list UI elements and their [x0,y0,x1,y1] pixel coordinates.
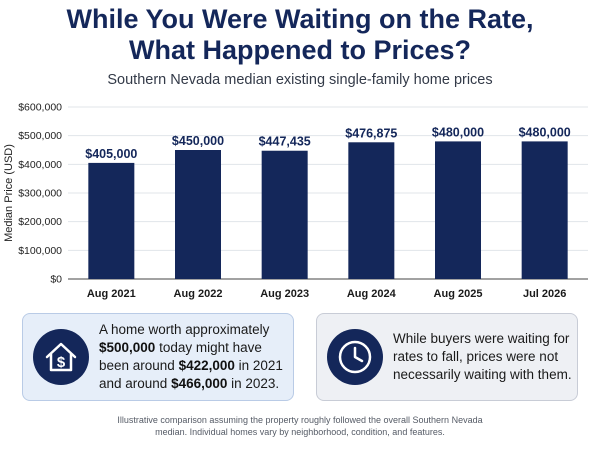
bar-value-label: $480,000 [519,125,571,139]
bar [521,141,568,279]
price-2021: $422,000 [178,358,235,373]
svg-text:$: $ [57,354,66,371]
y-tick-label: $200,000 [18,216,62,228]
bar [348,142,395,279]
card-text-part: in 2023. [227,376,280,391]
title-line-2: What Happened to Prices? [128,35,472,65]
card-text-part: in 2021 and around [99,358,283,391]
bar-value-label: $480,000 [432,125,484,139]
bar [435,141,481,279]
bar-value-label: $476,875 [345,126,397,140]
x-tick-label: Aug 2021 [87,288,136,300]
card-text-part: today might have been around [99,340,262,373]
footnote-line-2: median. Individual homes vary by neighbo… [155,427,445,437]
house-dollar-icon: $ [33,329,89,385]
footnote: Illustrative comparison assuming the pro… [0,414,600,438]
bars: $405,000 $450,000 $447,435 $476,875 $480,000… [85,125,571,279]
y-tick-label: $500,000 [18,130,62,142]
y-axis: $0 $100,000 $200,000 $300,000 $400,000 $500,0… [18,102,62,286]
chart-title: While You Were Waiting on the Rate, What… [0,4,600,66]
title-line-1: While You Were Waiting on the Rate, [66,4,534,34]
price-comparison-text: A home worth approximately $500,000 toda… [99,321,293,393]
grid [68,106,588,280]
y-tick-label: $600,000 [18,102,62,114]
bar-chart: $0 $100,000 $200,000 $300,000 $400,000 $500,0… [3,102,588,300]
waiting-note-text: While buyers were waiting for rates to f… [393,331,572,382]
x-tick-label: Aug 2024 [347,288,397,300]
x-tick-label: Jul 2026 [523,288,566,300]
bar-value-label: $447,435 [259,135,311,149]
footnote-line-1: Illustrative comparison assuming the pro… [117,415,483,425]
waiting-note-card: While buyers were waiting for rates to f… [316,313,578,401]
price-comparison-card: $ A home worth approximately $500,000 to… [22,313,294,401]
y-tick-label: $300,000 [18,188,62,200]
card-text-part: A home worth approximately [99,322,270,337]
x-tick-label: Aug 2025 [434,288,483,300]
x-axis: Aug 2021 Aug 2022 Aug 2023 Aug 2024 Aug 2025… [87,288,567,300]
y-axis-label: Median Price (USD) [3,144,15,242]
x-tick-label: Aug 2023 [260,288,309,300]
chart-subtitle: Southern Nevada median existing single-f… [107,72,493,88]
bar [88,162,135,279]
y-tick-label: $100,000 [18,245,62,257]
clock-icon [327,329,383,385]
bar [261,150,308,279]
y-tick-label: $400,000 [18,159,62,171]
bar [175,150,221,279]
y-tick-label: $0 [50,274,62,286]
bar-value-label: $450,000 [172,134,224,148]
x-tick-label: Aug 2022 [174,288,223,300]
bar-value-label: $405,000 [85,147,137,161]
price-today: $500,000 [99,340,156,355]
price-2023: $466,000 [171,376,228,391]
